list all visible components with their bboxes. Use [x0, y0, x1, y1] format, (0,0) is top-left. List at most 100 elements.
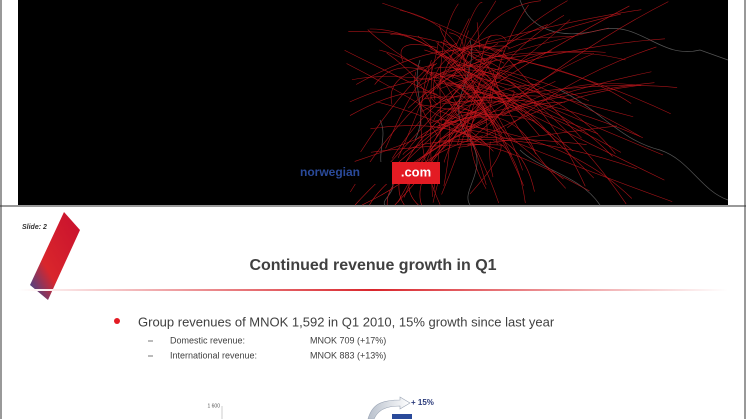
- route: [466, 95, 540, 137]
- route: [451, 124, 633, 199]
- route: [360, 42, 457, 153]
- axis-label: 1 600: [207, 403, 220, 409]
- route-long: [419, 93, 489, 206]
- route: [492, 70, 566, 189]
- route: [390, 64, 436, 105]
- route: [467, 143, 590, 192]
- slide-title: Continued revenue growth in Q1: [249, 257, 496, 274]
- route: [443, 40, 627, 205]
- growth-arrow: [367, 396, 411, 419]
- route: [448, 52, 467, 68]
- title-rule: [18, 289, 728, 291]
- route: [418, 104, 495, 125]
- route-long: [361, 99, 484, 206]
- route: [468, 129, 535, 192]
- route: [370, 125, 482, 144]
- route: [458, 2, 483, 50]
- route: [467, 71, 664, 156]
- route: [432, 119, 469, 203]
- route: [457, 35, 574, 52]
- route: [461, 0, 541, 70]
- route: [420, 59, 441, 205]
- route: [476, 77, 634, 118]
- route: [385, 62, 438, 149]
- route: [466, 14, 565, 143]
- route: [503, 52, 582, 139]
- sub-value: MNOK 883 (+13%): [310, 350, 386, 360]
- route: [485, 9, 642, 43]
- route: [433, 108, 494, 121]
- route: [440, 5, 630, 121]
- sub-value: MNOK 709 (+17%): [310, 335, 386, 345]
- route: [474, 72, 616, 154]
- route: [402, 141, 485, 155]
- route: [458, 112, 536, 155]
- route: [417, 35, 508, 139]
- route-long: [398, 97, 463, 206]
- route: [367, 29, 438, 80]
- route: [507, 46, 657, 129]
- route: [488, 93, 665, 181]
- route: [391, 76, 474, 159]
- route: [379, 49, 470, 102]
- route: [469, 144, 502, 195]
- slide-number: Slide: 2: [22, 224, 47, 231]
- logo-domain: .com: [401, 164, 431, 179]
- bullet-dot: [114, 318, 120, 324]
- route: [439, 25, 492, 79]
- route: [492, 140, 526, 203]
- route: [386, 52, 433, 108]
- route: [450, 85, 678, 106]
- route: [489, 90, 515, 127]
- routes: [344, 0, 678, 206]
- route: [457, 53, 594, 138]
- sub-label: Domestic revenue:: [170, 335, 245, 345]
- route: [466, 96, 643, 139]
- route: [440, 41, 595, 179]
- route: [439, 74, 487, 185]
- route: [470, 85, 613, 157]
- route: [441, 100, 523, 113]
- route: [470, 1, 669, 140]
- route: [458, 84, 564, 180]
- route: [438, 138, 637, 170]
- route: [461, 135, 587, 145]
- route: [467, 19, 571, 100]
- route: [467, 51, 606, 68]
- route: [441, 72, 559, 146]
- bar-top: [392, 414, 412, 419]
- route: [439, 3, 459, 123]
- route: [346, 63, 476, 141]
- route: [449, 80, 556, 120]
- route: [380, 54, 495, 174]
- route: [390, 33, 450, 59]
- route: [479, 35, 492, 69]
- route: [508, 80, 586, 187]
- route: [344, 50, 485, 119]
- logo-box: [392, 162, 440, 184]
- route: [397, 41, 439, 158]
- route: [408, 115, 493, 150]
- route: [437, 109, 673, 202]
- route: [376, 101, 467, 136]
- route: [400, 44, 437, 63]
- route: [348, 31, 502, 70]
- route: [421, 92, 492, 112]
- route: [429, 0, 497, 94]
- route: [443, 114, 535, 128]
- route: [471, 47, 495, 78]
- route: [489, 141, 494, 178]
- growth-label: + 15%: [411, 398, 434, 407]
- route: [465, 48, 671, 115]
- route: [437, 18, 470, 90]
- route: [477, 45, 503, 52]
- route: [482, 45, 510, 49]
- route: [436, 42, 523, 171]
- route: [424, 49, 502, 79]
- bullet-text: Group revenues of MNOK 1,592 in Q1 2010,…: [138, 314, 555, 329]
- route: [484, 71, 652, 120]
- route: [507, 13, 621, 50]
- route: [399, 9, 476, 94]
- sub-label: International revenue:: [170, 350, 257, 360]
